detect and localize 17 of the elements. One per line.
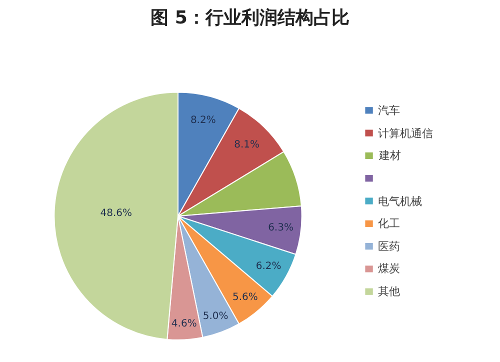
legend-label: 建材 [378,149,401,162]
data-label: 48.6% [100,208,132,219]
data-label: 6.3% [268,222,294,234]
data-label: 5.6% [232,292,258,303]
data-label: 6.2% [256,261,282,272]
legend-label: 计算机通信 [378,127,433,140]
legend-label: 化工 [378,217,400,230]
chart-title: 图 5：行业利润结构占比 [150,7,350,28]
legend-label: 煤炭 [378,262,400,275]
data-label: 8.2% [190,115,216,126]
data-label: 8.1% [234,140,260,151]
legend-label: 汽车 [378,104,400,117]
legend-label: 电气机械 [378,195,422,208]
legend-label: 其他 [378,285,400,298]
data-label: 5.0% [202,310,228,322]
data-label: 4.6% [171,318,197,330]
legend-label: 医药 [378,240,400,253]
